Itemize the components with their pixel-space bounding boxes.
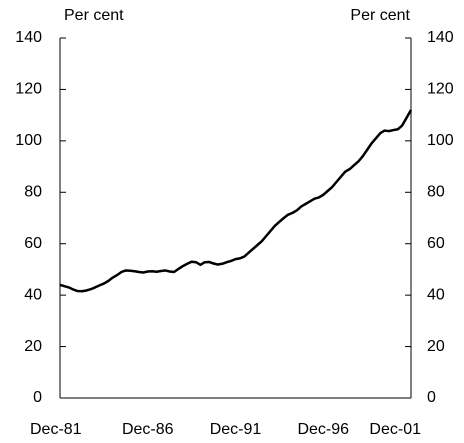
y-tick-label: 40	[24, 286, 42, 303]
x-tick-label: Dec-86	[122, 421, 174, 438]
y2-tick-label: 140	[427, 29, 454, 46]
y-tick-label: 20	[24, 338, 42, 355]
y-tick-label: 140	[15, 29, 42, 46]
y2-tick-label: 80	[427, 184, 445, 201]
y-axis-label: Per cent	[64, 7, 124, 24]
y2-tick-label: 0	[427, 389, 436, 406]
y-tick-label: 60	[24, 235, 42, 252]
y-tick-label: 80	[24, 184, 42, 201]
y2-tick-label: 120	[427, 81, 454, 98]
y-tick-label: 0	[33, 389, 42, 406]
y-tick-label: 120	[15, 81, 42, 98]
y2-tick-label: 100	[427, 132, 454, 149]
y-tick-label: 100	[15, 132, 42, 149]
x-tick-label: Dec-96	[297, 421, 349, 438]
x-tick-label: Dec-01	[369, 421, 421, 438]
y2-tick-label: 40	[427, 286, 445, 303]
x-tick-label: Dec-81	[30, 421, 82, 438]
y2-axis-label: Per cent	[350, 7, 410, 24]
y2-tick-label: 20	[427, 338, 445, 355]
x-tick-label: Dec-91	[210, 421, 262, 438]
y2-tick-label: 60	[427, 235, 445, 252]
data-line	[59, 109, 413, 293]
